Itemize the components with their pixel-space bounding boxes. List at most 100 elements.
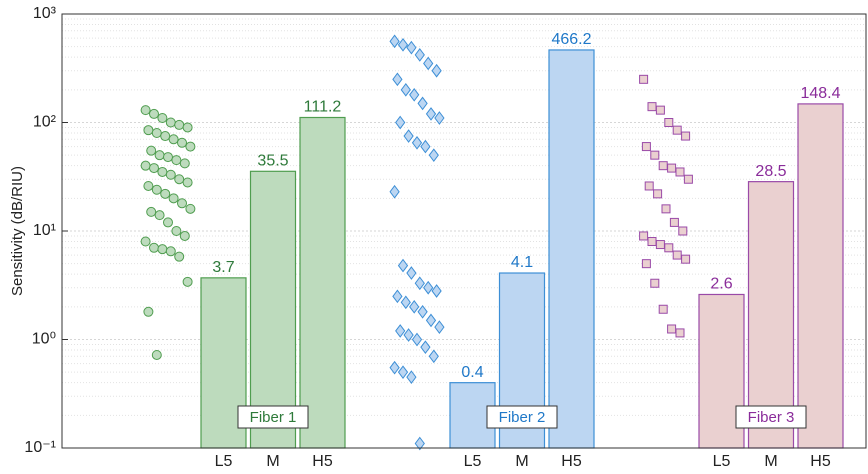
bar [747, 181, 795, 449]
point [409, 87, 420, 102]
y-axis-label: Sensitivity (dB/RIU) [9, 166, 26, 296]
x-tick-label: M [266, 453, 279, 470]
point [140, 236, 151, 247]
point [414, 276, 425, 291]
bar [249, 170, 297, 449]
x-tick-label: M [515, 453, 528, 470]
point [672, 250, 682, 260]
point [389, 184, 400, 199]
point [658, 161, 668, 171]
point [406, 370, 417, 384]
point [428, 349, 439, 364]
group-label-box [735, 405, 807, 429]
point [397, 37, 409, 52]
point [425, 107, 437, 121]
x-tick-label: H5 [810, 453, 831, 470]
point [658, 304, 668, 314]
bar [200, 277, 247, 449]
point [185, 203, 196, 214]
y-tick-label: 10² [33, 114, 57, 131]
point [163, 152, 173, 163]
point [397, 365, 409, 379]
point [423, 56, 434, 71]
point [171, 226, 182, 236]
group-label-box [486, 405, 558, 429]
point [675, 167, 685, 177]
point [185, 141, 196, 152]
value-label: 111.2 [304, 99, 342, 116]
point [667, 324, 677, 334]
point [644, 181, 654, 191]
point [149, 242, 159, 253]
x-tick-label: M [764, 453, 777, 470]
point [151, 184, 162, 195]
point [171, 155, 182, 166]
point [417, 304, 428, 319]
point [154, 150, 165, 161]
point [146, 206, 157, 217]
point [420, 139, 431, 154]
value-label: 2.6 [710, 276, 732, 293]
point [154, 210, 165, 221]
value-label: 3.7 [212, 259, 234, 276]
point [151, 349, 162, 360]
point [143, 180, 154, 191]
point [151, 128, 162, 139]
point [647, 102, 657, 112]
point [182, 177, 193, 188]
point [149, 108, 159, 119]
point [168, 193, 179, 204]
point [157, 244, 168, 255]
point [165, 246, 176, 257]
group-label-box [237, 405, 309, 429]
point [414, 436, 425, 451]
point [664, 118, 674, 127]
point [434, 111, 445, 125]
point [434, 320, 445, 334]
point [675, 328, 685, 338]
point [182, 276, 193, 287]
point [431, 63, 442, 78]
point [403, 328, 414, 342]
point [143, 125, 154, 136]
point [655, 240, 665, 250]
point [417, 96, 428, 111]
point [681, 131, 691, 141]
point [678, 226, 688, 236]
point [157, 113, 168, 124]
point [179, 230, 190, 241]
value-label: 0.4 [461, 364, 483, 381]
point [174, 174, 185, 185]
value-label: 4.1 [511, 254, 533, 271]
point [650, 278, 660, 288]
point [165, 169, 176, 180]
point [400, 295, 411, 310]
point [411, 332, 423, 347]
value-label: 28.5 [755, 163, 786, 180]
point [389, 34, 400, 49]
y-tick-label: 10³ [33, 5, 57, 22]
point [669, 217, 679, 227]
point [641, 142, 651, 152]
point [143, 306, 154, 317]
point [639, 74, 649, 84]
bar [548, 49, 595, 449]
point [672, 125, 682, 135]
point [168, 134, 179, 145]
point [177, 198, 187, 209]
point [157, 166, 168, 177]
point [653, 189, 663, 199]
plot-frame [61, 13, 867, 449]
point [667, 163, 677, 173]
point [431, 284, 442, 298]
point [397, 258, 409, 273]
bar [299, 116, 346, 449]
group-label: Fiber 2 [499, 409, 546, 426]
point [177, 137, 187, 148]
point [655, 105, 665, 115]
point [395, 115, 406, 130]
point [174, 119, 185, 130]
point [395, 324, 406, 338]
point [414, 48, 425, 62]
point [420, 340, 431, 354]
